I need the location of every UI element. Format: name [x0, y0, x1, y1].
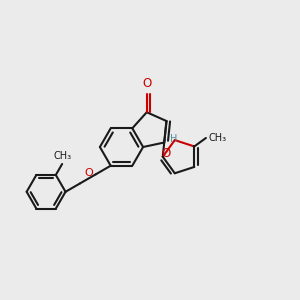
- Text: CH₃: CH₃: [209, 133, 227, 143]
- Text: O: O: [85, 168, 93, 178]
- Text: H: H: [170, 134, 177, 144]
- Text: O: O: [161, 147, 170, 160]
- Text: CH₃: CH₃: [53, 151, 71, 161]
- Text: O: O: [142, 77, 152, 90]
